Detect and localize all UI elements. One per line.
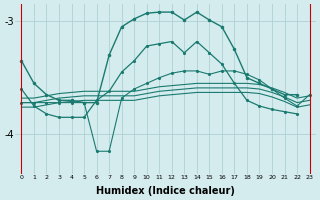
X-axis label: Humidex (Indice chaleur): Humidex (Indice chaleur) (96, 186, 235, 196)
